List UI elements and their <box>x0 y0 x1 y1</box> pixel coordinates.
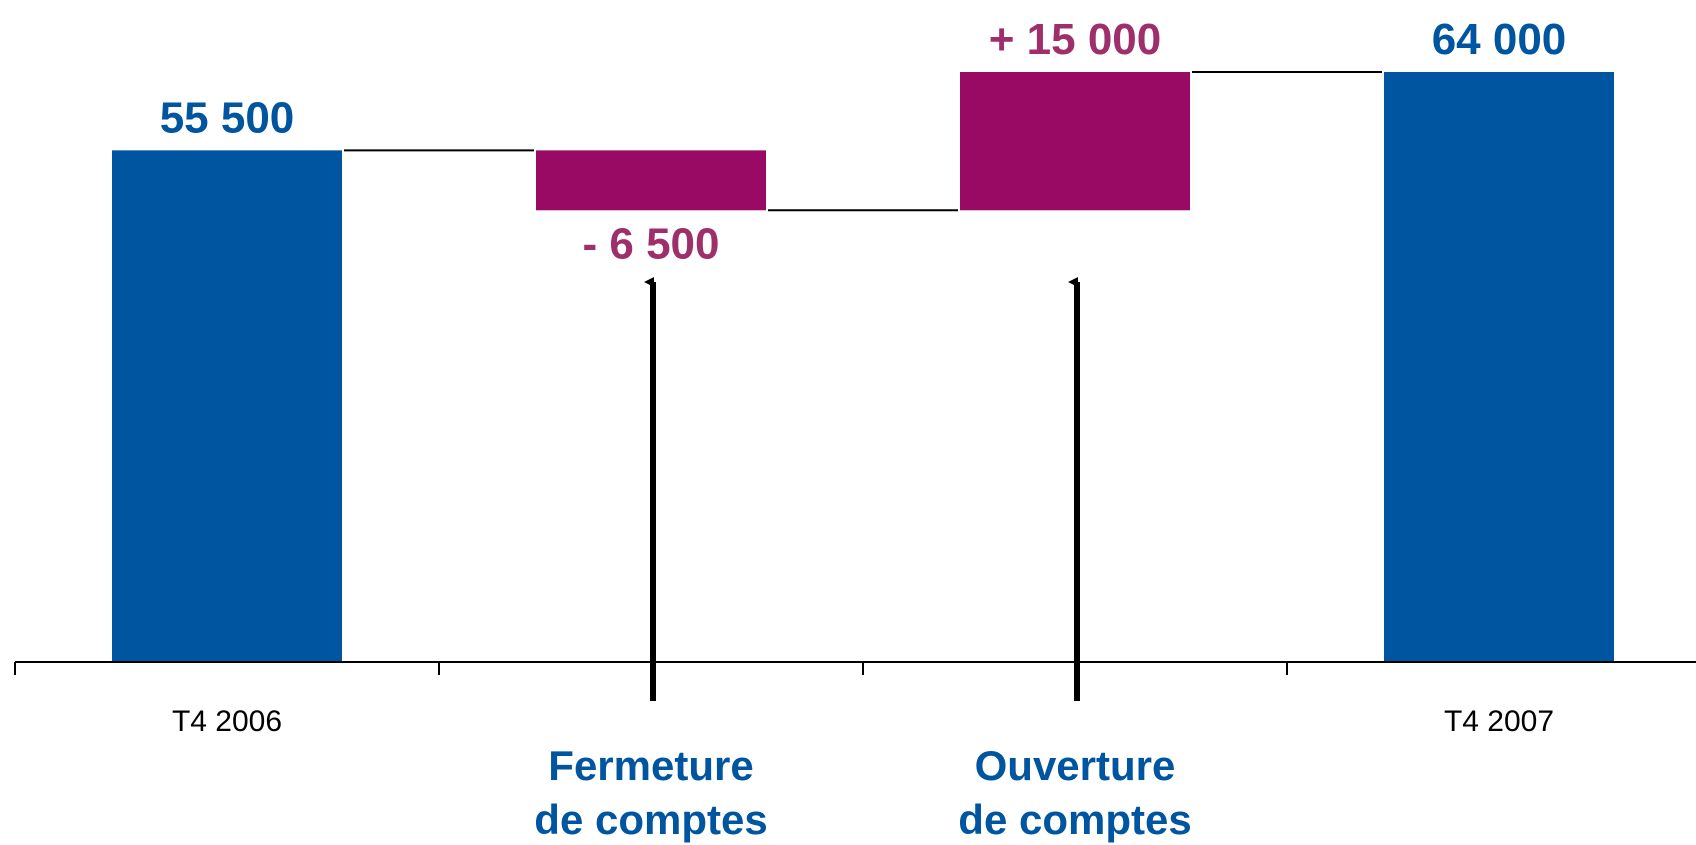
delta-value-label: - 6 500 <box>583 219 720 268</box>
delta-bar <box>536 150 766 211</box>
annotation-line1: Fermeture <box>548 742 753 789</box>
annotation-line1: Ouverture <box>975 742 1176 789</box>
delta-bar <box>960 72 1190 211</box>
category-label: T4 2006 <box>172 705 282 738</box>
total-value-label: 55 500 <box>160 93 295 142</box>
category-label: T4 2007 <box>1444 705 1554 738</box>
annotation-line2: de comptes <box>534 796 767 843</box>
delta-value-label: + 15 000 <box>989 15 1162 64</box>
total-bar <box>1384 72 1614 662</box>
annotation-line2: de comptes <box>958 796 1191 843</box>
total-bar <box>112 150 342 662</box>
total-value-label: 64 000 <box>1432 15 1567 64</box>
